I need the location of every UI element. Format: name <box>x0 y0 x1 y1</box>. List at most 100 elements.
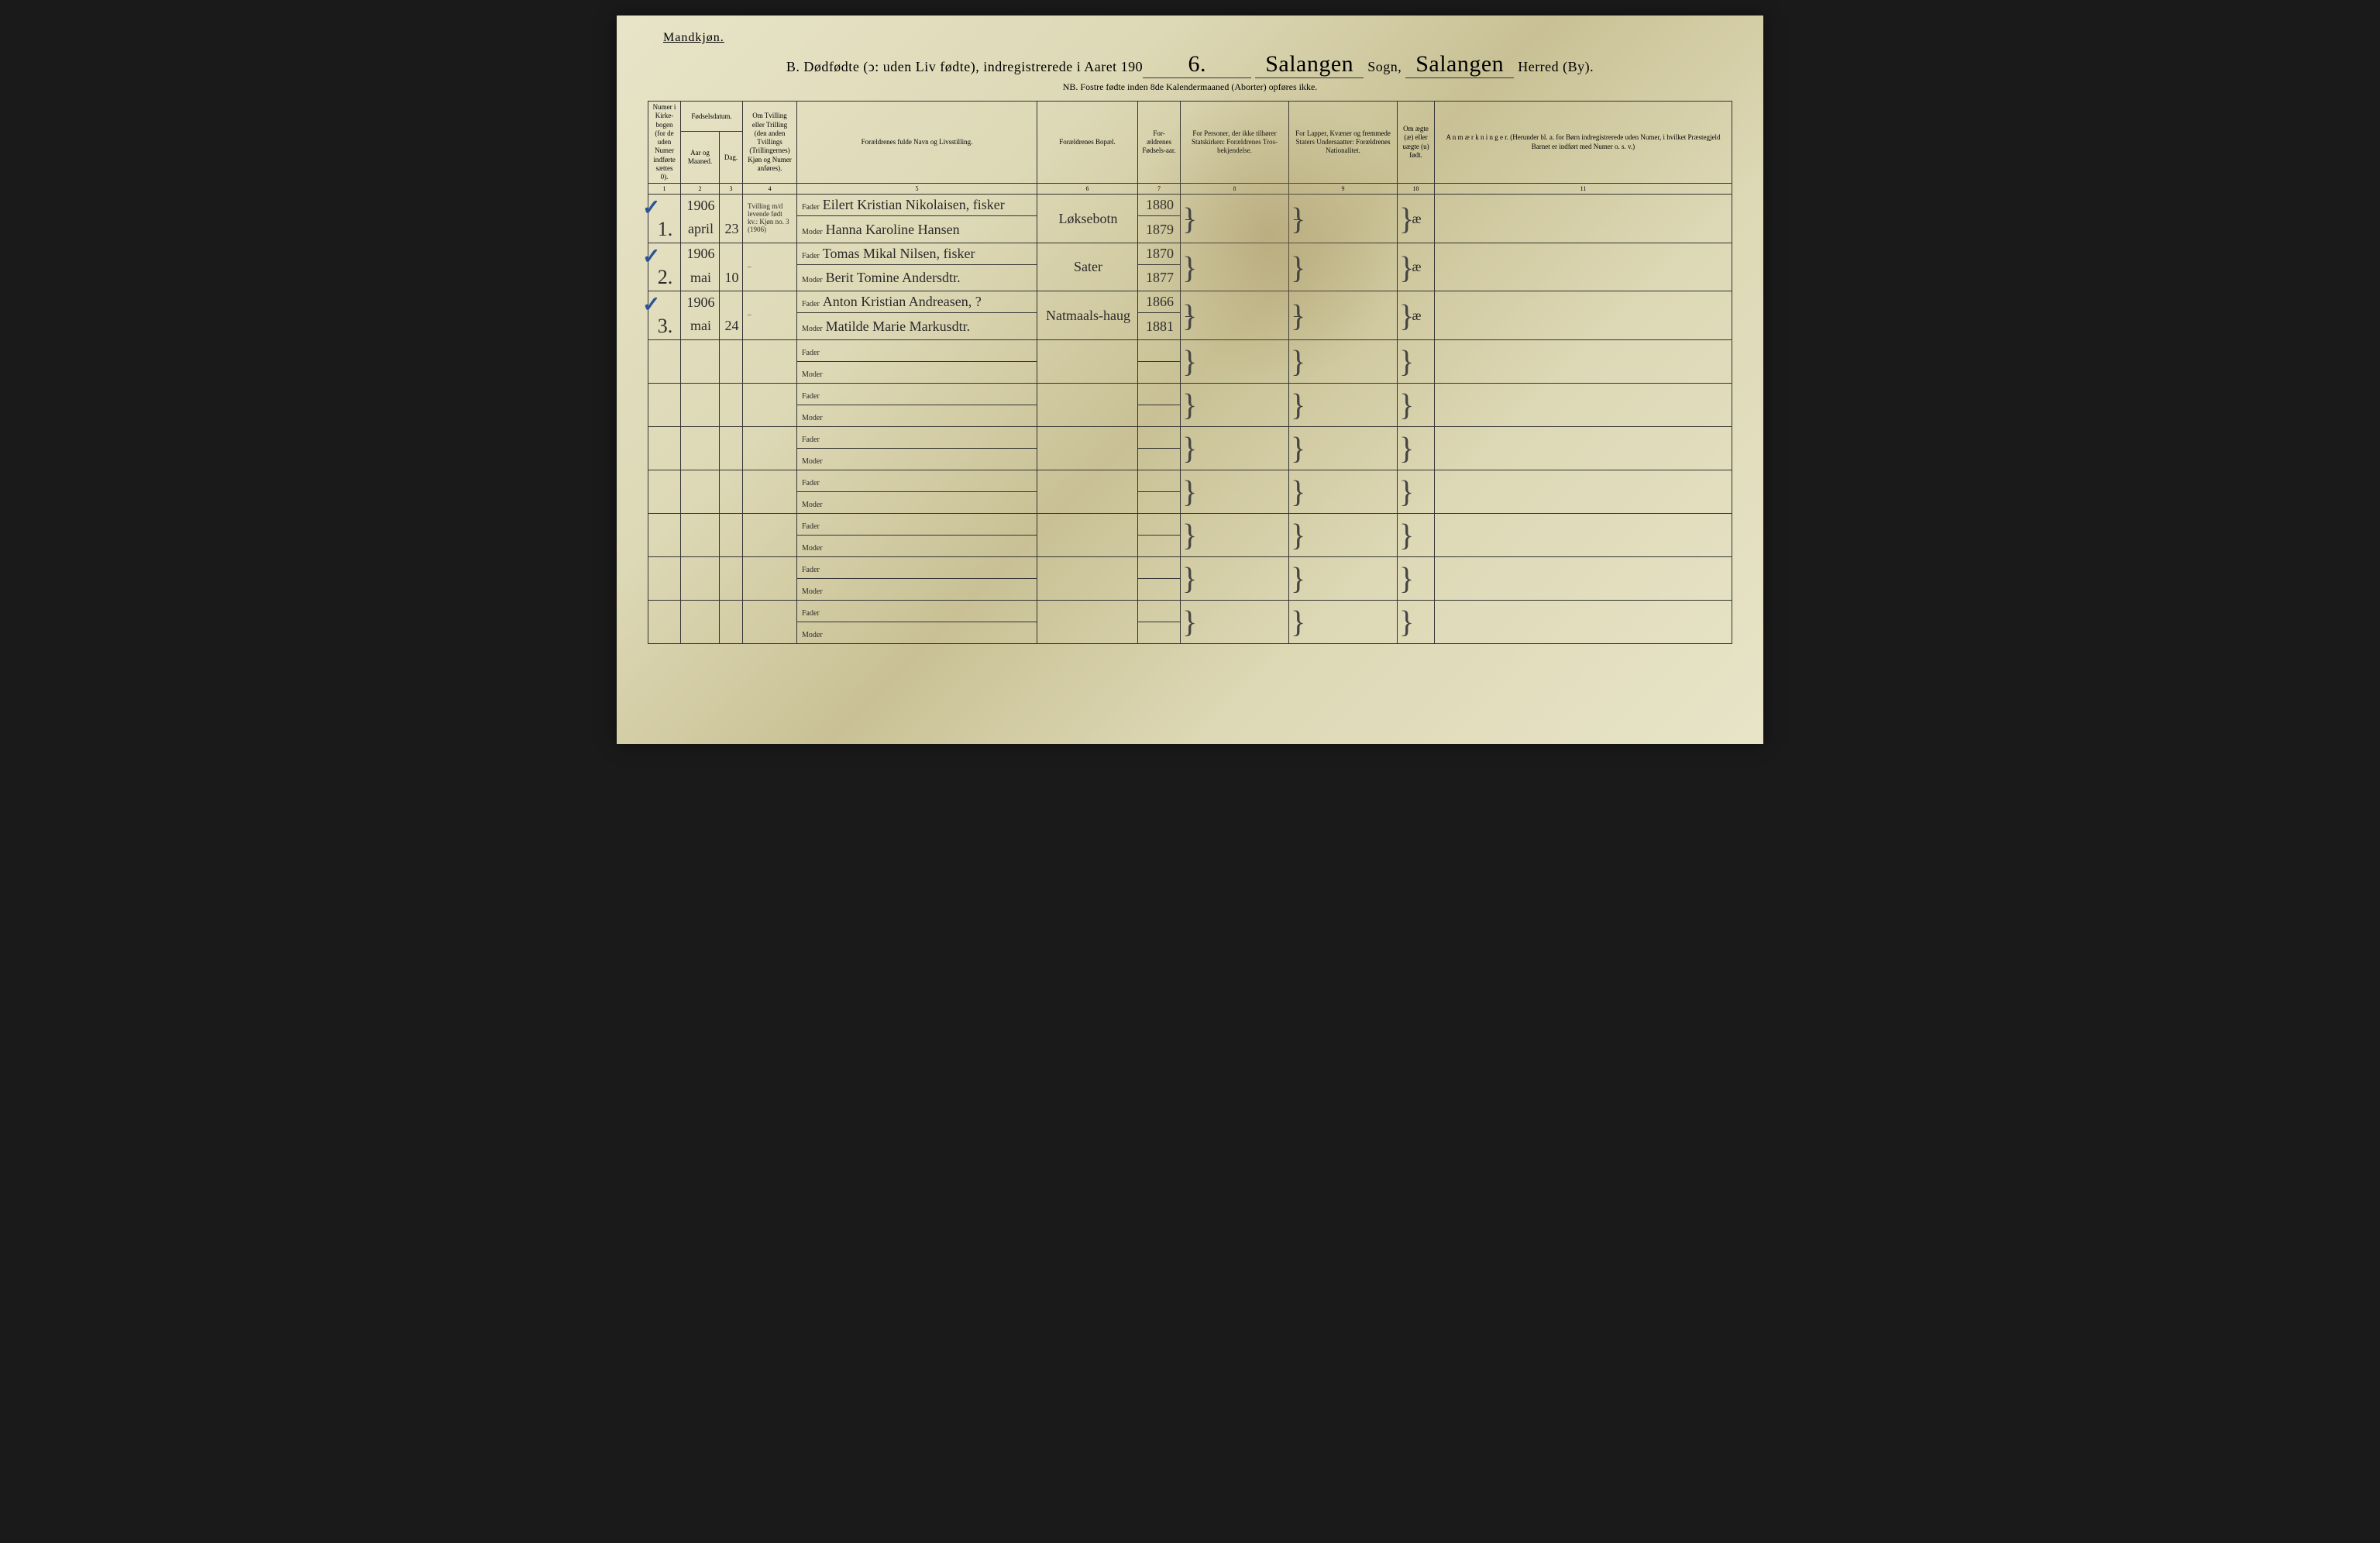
colnum: 8 <box>1181 184 1289 195</box>
empty-cell <box>681 383 720 405</box>
entry-anm <box>1435 291 1732 340</box>
empty-row: Fader <box>648 470 1732 491</box>
col-numer: Numer i Kirke-bogen (for de uden Numer i… <box>648 102 681 184</box>
col-aar-maaned: Aar og Maaned. <box>681 132 720 184</box>
empty-cell <box>1138 470 1181 491</box>
empty-row: Fader <box>648 513 1732 535</box>
empty-cell <box>648 405 681 426</box>
table-body: ✓1906Tvilling m/d levende født kv.: Kjøn… <box>648 195 1732 644</box>
entry-fader: FaderEilert Kristian Nikolaisen, fisker <box>797 195 1037 216</box>
empty-cell <box>1398 426 1435 470</box>
entry-aegte: æ <box>1398 195 1435 243</box>
entry-check: ✓ <box>648 243 681 264</box>
empty-cell <box>720 426 743 448</box>
empty-cell <box>1181 470 1289 513</box>
col-aegte: Om ægte (æ) eller uægte (u) født. <box>1398 102 1435 184</box>
empty-moder: Moder <box>797 622 1037 643</box>
entry-stats <box>1181 243 1289 291</box>
entry-month: april <box>681 216 720 243</box>
colnum: 5 <box>797 184 1037 195</box>
empty-fader: Fader <box>797 513 1037 535</box>
empty-cell <box>1435 339 1732 383</box>
empty-cell <box>681 556 720 578</box>
empty-cell <box>1037 339 1138 383</box>
register-table: Numer i Kirke-bogen (for de uden Numer i… <box>648 101 1732 644</box>
empty-cell <box>648 622 681 643</box>
empty-cell <box>648 513 681 535</box>
empty-cell <box>743 600 797 643</box>
empty-cell <box>1138 361 1181 383</box>
empty-cell <box>648 578 681 600</box>
empty-fader: Fader <box>797 339 1037 361</box>
empty-moder: Moder <box>797 578 1037 600</box>
entry-day-blank <box>720 291 743 313</box>
entry-year: 1906 <box>681 291 720 313</box>
entry-moder-aar: 1881 <box>1138 313 1181 340</box>
empty-cell <box>681 339 720 361</box>
empty-cell <box>1435 470 1732 513</box>
nb-note: NB. Fostre fødte inden 8de Kalendermaane… <box>648 81 1732 93</box>
empty-cell <box>1289 513 1398 556</box>
col-anmaerkninger: A n m æ r k n i n g e r. (Herunder bl. a… <box>1435 102 1732 184</box>
empty-cell <box>720 339 743 361</box>
entry-fader-aar: 1880 <box>1138 195 1181 216</box>
col-statskirken: For Personer, der ikke tilhører Statskir… <box>1181 102 1289 184</box>
entry-year: 1906 <box>681 195 720 216</box>
empty-fader: Fader <box>797 556 1037 578</box>
empty-cell <box>720 535 743 556</box>
empty-cell <box>648 470 681 491</box>
colnum: 3 <box>720 184 743 195</box>
entry-month: mai <box>681 264 720 291</box>
empty-cell <box>648 426 681 448</box>
entry-moder: ModerHanna Karoline Hansen <box>797 216 1037 243</box>
entry-moder: ModerMatilde Marie Markusdtr. <box>797 313 1037 340</box>
entry-fader-aar: 1870 <box>1138 243 1181 264</box>
col-fodselsaar: For-ældrenes Fødsels-aar. <box>1138 102 1181 184</box>
empty-cell <box>743 556 797 600</box>
empty-cell <box>1181 513 1289 556</box>
empty-cell <box>720 578 743 600</box>
empty-cell <box>1181 426 1289 470</box>
empty-cell <box>720 405 743 426</box>
empty-cell <box>1181 383 1289 426</box>
empty-cell <box>681 470 720 491</box>
colnum: 11 <box>1435 184 1732 195</box>
empty-cell <box>648 600 681 622</box>
empty-cell <box>1037 426 1138 470</box>
year-suffix: 6. <box>1143 51 1251 78</box>
entry-fader: FaderTomas Mikal Nilsen, fisker <box>797 243 1037 264</box>
colnum: 2 <box>681 184 720 195</box>
empty-cell <box>681 361 720 383</box>
empty-cell <box>720 491 743 513</box>
col-nationalitet: For Lapper, Kvæner og fremmede Staters U… <box>1289 102 1398 184</box>
empty-cell <box>1037 600 1138 643</box>
empty-cell <box>1138 383 1181 405</box>
colnum: 4 <box>743 184 797 195</box>
colnum: 9 <box>1289 184 1398 195</box>
entry-day: 24 <box>720 313 743 340</box>
colnum: 7 <box>1138 184 1181 195</box>
empty-cell <box>1289 383 1398 426</box>
empty-cell <box>1138 535 1181 556</box>
empty-cell <box>1181 556 1289 600</box>
colnum: 1 <box>648 184 681 195</box>
entry-year: 1906 <box>681 243 720 264</box>
empty-cell <box>720 556 743 578</box>
entry-fader: FaderAnton Kristian Andreasen, ? <box>797 291 1037 313</box>
entry-nat <box>1289 243 1398 291</box>
entry-stats: – <box>1181 291 1289 340</box>
empty-cell <box>720 470 743 491</box>
empty-cell <box>1398 470 1435 513</box>
empty-cell <box>1435 426 1732 470</box>
empty-cell <box>720 600 743 622</box>
entry-tvilling: – <box>743 291 797 340</box>
empty-cell <box>1435 556 1732 600</box>
empty-cell <box>648 361 681 383</box>
entry-month: mai <box>681 313 720 340</box>
empty-cell <box>1037 513 1138 556</box>
empty-cell <box>1398 556 1435 600</box>
entry-moder: ModerBerit Tomine Andersdtr. <box>797 264 1037 291</box>
entry-day-blank <box>720 195 743 216</box>
empty-cell <box>1037 556 1138 600</box>
empty-row: Fader <box>648 600 1732 622</box>
